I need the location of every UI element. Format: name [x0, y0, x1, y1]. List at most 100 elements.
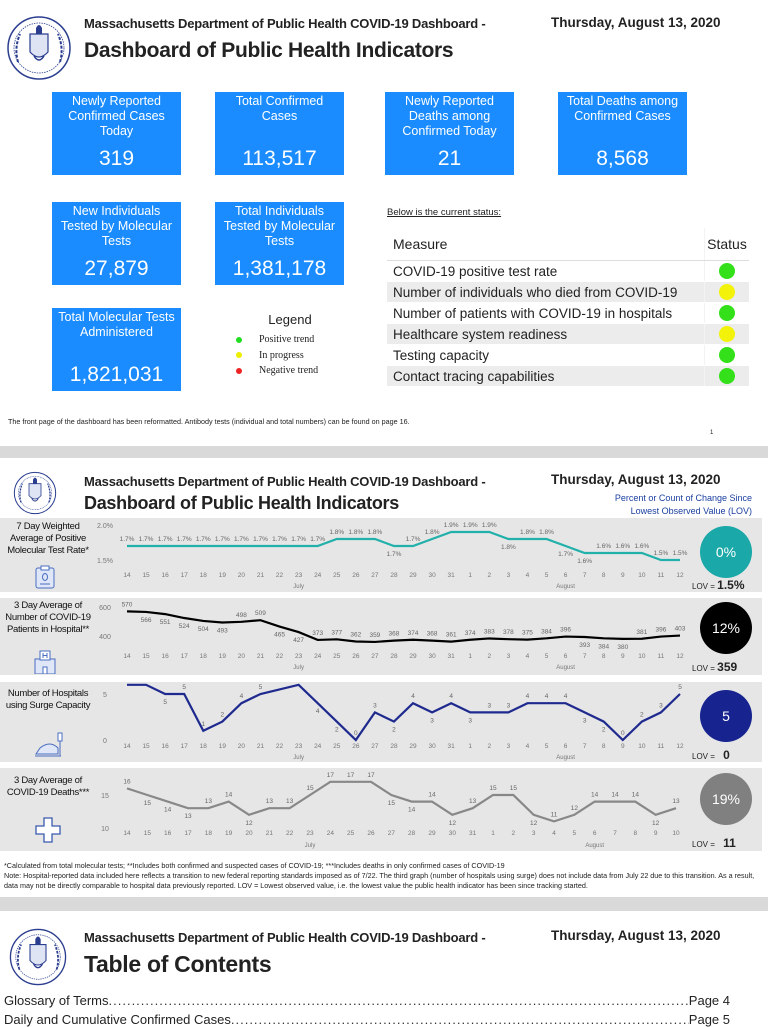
x-tick-label: 8: [602, 653, 606, 660]
x-tick-label: 5: [545, 743, 549, 750]
data-label: 362: [350, 632, 361, 639]
x-tick-label: 1: [468, 743, 472, 750]
x-tick-label: 4: [552, 830, 556, 837]
stat-label: Newly Reported Confirmed Cases Today: [68, 94, 165, 138]
stat-label: New Individuals Tested by Molecular Test…: [60, 204, 173, 248]
stat-label: Total Confirmed Cases: [235, 94, 324, 123]
x-tick-label: 2: [487, 743, 491, 750]
stat-value: 27,879: [84, 257, 149, 280]
lov-number: 0: [723, 748, 730, 762]
data-label: 16: [123, 778, 131, 785]
page-title: Table of Contents: [84, 951, 272, 977]
lov-note-line2: Lowest Observed Value (LOV): [630, 506, 752, 516]
legend-dot-icon: [236, 367, 242, 374]
toc-item-glossary[interactable]: Glossary of Terms.......................…: [4, 993, 730, 1008]
stat-new-tested: New Individuals Tested by Molecular Test…: [52, 202, 181, 285]
legend-item-positive: Positive trend: [232, 332, 342, 348]
stat-total-deaths: Total Deaths among Confirmed Cases 8,568: [558, 92, 687, 175]
data-label: 15: [306, 785, 314, 792]
x-tick-label: 15: [142, 743, 150, 750]
lov-value: LOV = 11: [692, 836, 736, 850]
legend: Legend Positive trend In progress Negati…: [232, 312, 342, 379]
month-label: July: [305, 843, 316, 849]
legend-title: Legend: [268, 312, 312, 327]
data-label: 509: [255, 610, 266, 617]
lov-value: LOV = 0: [692, 748, 730, 762]
x-tick-label: 11: [658, 572, 665, 579]
panel-label: 3 Day Average of COVID-19 Deaths***: [6, 775, 90, 798]
x-tick-label: 28: [390, 743, 398, 750]
x-tick-label: 22: [276, 653, 284, 660]
y-tick-label: 15: [101, 793, 109, 800]
data-label: 4: [449, 693, 453, 700]
x-tick-label: 4: [526, 572, 530, 579]
data-label: 383: [484, 628, 495, 635]
data-label: 1.8%: [520, 529, 535, 536]
x-tick-label: 5: [573, 830, 577, 837]
x-tick-label: 16: [162, 653, 170, 660]
status-rows: COVID-19 positive test rate Number of ind…: [387, 261, 749, 387]
status-cell: [705, 366, 749, 386]
measure-name: Testing capacity: [387, 345, 705, 365]
x-tick-label: 12: [676, 743, 684, 750]
data-label: 15: [510, 785, 518, 792]
data-label: 1.6%: [634, 543, 649, 550]
page1-footnote: The front page of the dashboard has been…: [8, 417, 410, 426]
dph-seal-logo: [13, 471, 57, 515]
lov-value: LOV = 1.5%: [692, 578, 745, 592]
data-label: 4: [545, 693, 549, 700]
data-label: 1.7%: [387, 551, 402, 558]
data-label: 384: [598, 643, 609, 650]
data-label: 403: [675, 626, 686, 633]
month-label: August: [556, 584, 575, 590]
data-label: 17: [367, 772, 375, 779]
x-tick-label: 12: [676, 572, 684, 579]
toc-leader: ........................................…: [230, 1012, 689, 1027]
header-date: Thursday, August 13, 2020: [551, 15, 721, 30]
toc-label: Daily and Cumulative Confirmed Cases: [4, 1012, 231, 1027]
header-date: Thursday, August 13, 2020: [551, 928, 721, 943]
y-tick-label: 0: [103, 738, 107, 745]
x-tick-label: 8: [634, 830, 638, 837]
data-label: 3: [659, 702, 663, 709]
data-label: 570: [122, 601, 133, 608]
lov-label: LOV =: [692, 840, 715, 849]
x-tick-label: 22: [286, 830, 294, 837]
data-label: 14: [408, 807, 416, 814]
data-label: 3: [373, 702, 377, 709]
x-tick-label: 14: [123, 653, 131, 660]
data-label: 13: [205, 798, 213, 805]
data-label: 0: [621, 730, 625, 737]
data-label: 5: [678, 684, 682, 691]
toc-leader: ........................................…: [108, 993, 689, 1008]
data-label: 1.7%: [253, 536, 268, 543]
lov-label: LOV =: [692, 582, 715, 591]
x-tick-label: 25: [347, 830, 355, 837]
header-date: Thursday, August 13, 2020: [551, 472, 721, 487]
x-tick-label: 20: [238, 743, 246, 750]
x-tick-label: 1: [491, 830, 495, 837]
x-tick-label: 18: [200, 572, 208, 579]
data-label: 4: [316, 708, 320, 715]
x-tick-label: 16: [162, 743, 170, 750]
toc-item-daily-cases[interactable]: Daily and Cumulative Confirmed Cases....…: [4, 1012, 730, 1027]
panel-label: Number of Hospitals using Surge Capacity: [5, 688, 91, 711]
x-tick-label: 16: [162, 572, 170, 579]
x-tick-label: 23: [295, 743, 303, 750]
data-label: 566: [141, 617, 152, 624]
x-tick-label: 29: [409, 743, 417, 750]
stat-label: Newly Reported Deaths among Confirmed To…: [402, 94, 497, 138]
x-tick-label: 6: [593, 830, 597, 837]
data-label: 378: [503, 629, 514, 636]
x-tick-label: 3: [507, 653, 511, 660]
page-title: Dashboard of Public Health Indicators: [84, 39, 454, 62]
data-label: 2: [221, 712, 225, 719]
x-tick-label: 2: [487, 572, 491, 579]
data-label: 17: [347, 772, 355, 779]
x-tick-label: 11: [658, 743, 665, 750]
data-label: 4: [240, 693, 244, 700]
data-label: 13: [184, 813, 192, 820]
data-label: 1.8%: [425, 529, 440, 536]
data-label: 524: [179, 623, 190, 630]
x-tick-label: 21: [257, 743, 265, 750]
